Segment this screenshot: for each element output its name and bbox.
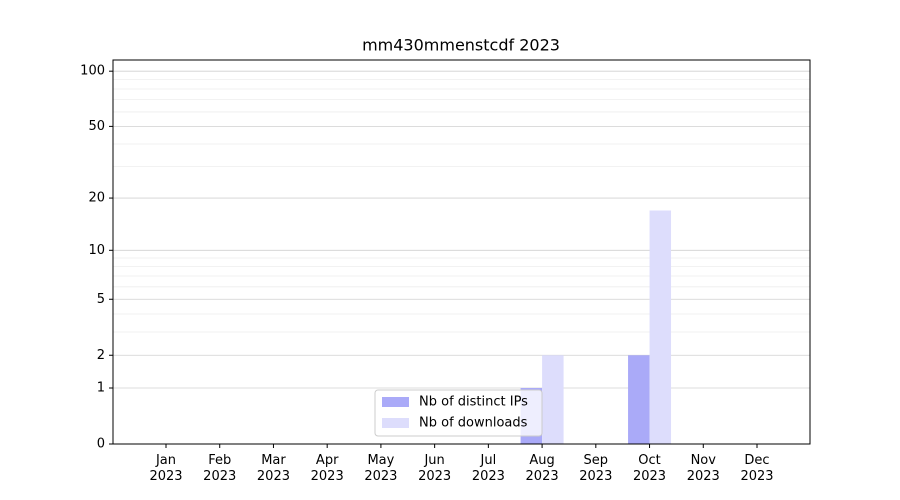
x-tick-label: Sep 2023 <box>579 453 613 484</box>
plot-frame <box>112 59 811 445</box>
x-tick-label: Apr 2023 <box>310 453 344 484</box>
legend: Nb of distinct IPs Nb of downloads <box>374 389 543 437</box>
legend-box <box>374 389 543 437</box>
x-tick-label: Aug 2023 <box>525 453 559 484</box>
legend-swatch <box>382 418 409 428</box>
y-tick-label: 10 <box>88 243 105 258</box>
x-tick-label: Dec 2023 <box>740 453 774 484</box>
y-tick-label: 50 <box>88 119 105 134</box>
y-tick-label: 0 <box>97 437 105 452</box>
y-tick-label: 5 <box>97 292 105 307</box>
bar <box>628 355 650 444</box>
x-tick-label: Jan 2023 <box>149 453 183 484</box>
x-tick-label: Mar 2023 <box>256 453 290 484</box>
y-tick-label: 100 <box>80 64 105 79</box>
x-tick-label: Jul 2023 <box>471 453 505 484</box>
bar <box>649 210 672 444</box>
x-tick-label: May 2023 <box>364 453 398 484</box>
y-tick-label: 1 <box>97 381 105 396</box>
legend-label: Nb of distinct IPs <box>419 395 528 410</box>
y-tick-label: 2 <box>97 348 105 363</box>
x-tick-label: Nov 2023 <box>686 453 720 484</box>
legend-label: Nb of downloads <box>419 416 528 431</box>
x-tick-label: Feb 2023 <box>203 453 237 484</box>
chart-title: mm430mmenstcdf 2023 <box>362 36 560 55</box>
legend-swatch <box>382 397 409 407</box>
x-tick-label: Oct 2023 <box>632 453 667 484</box>
y-tick-label: 20 <box>88 191 105 206</box>
x-tick-label: Jun 2023 <box>418 453 452 484</box>
bar <box>542 355 564 444</box>
